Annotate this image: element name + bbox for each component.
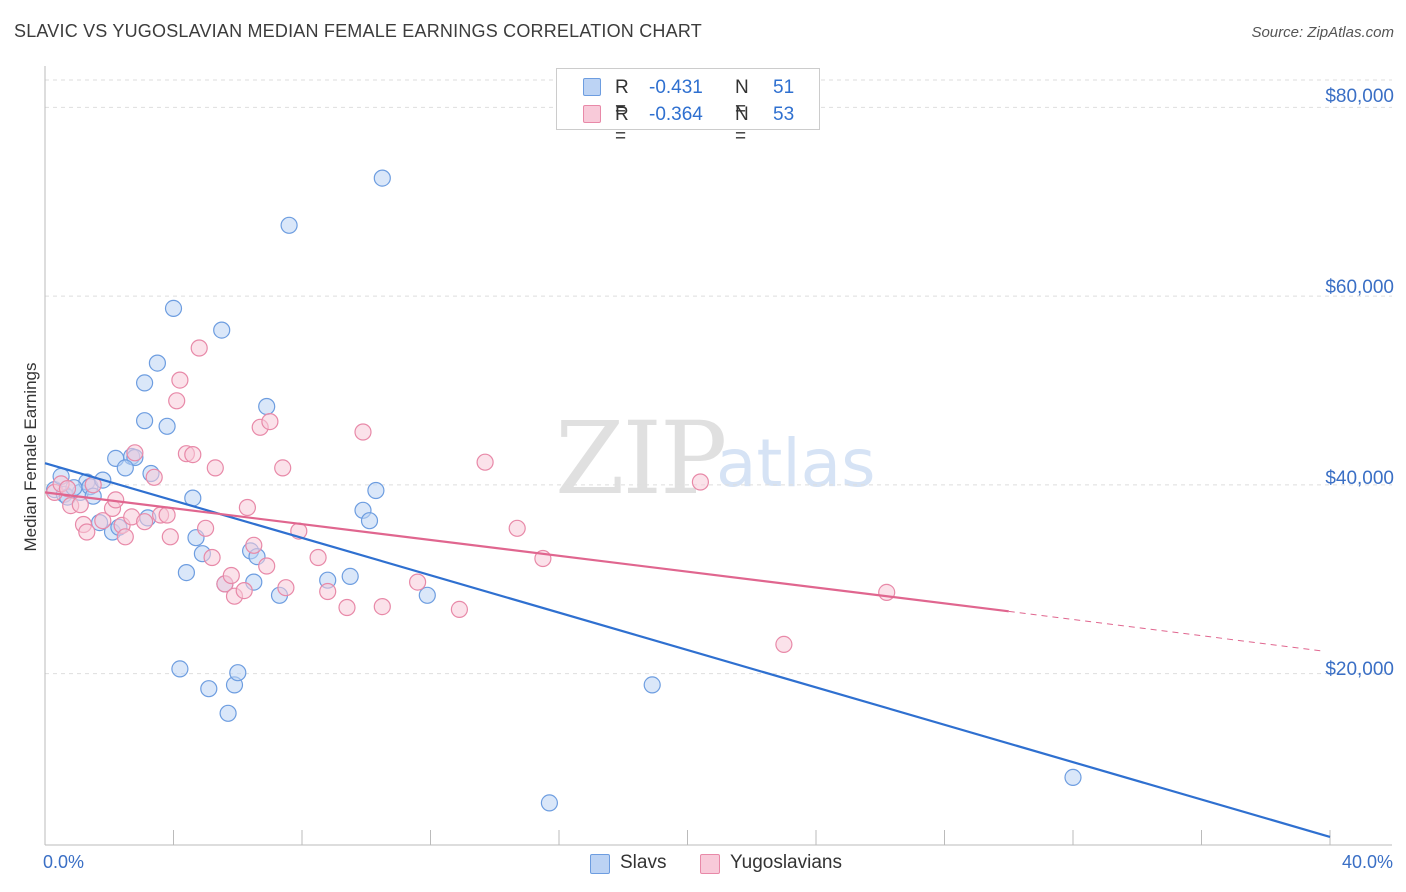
point-slavs-34: [258, 397, 276, 416]
point-yugoslavians-29: [222, 566, 240, 585]
point-yugoslavians-20: [168, 392, 186, 410]
point-slavs-19: [164, 299, 183, 317]
legend-label-slavs: Slavs: [620, 852, 667, 873]
point-yugoslavians-51: [775, 635, 793, 654]
y-tick-label-60000: $60,000: [1325, 277, 1394, 298]
point-yugoslavians-42: [338, 598, 356, 617]
point-yugoslavians-27: [206, 459, 224, 477]
y-axis-label: Median Female Earnings: [21, 362, 40, 552]
point-slavs-46: [1064, 768, 1082, 787]
trend-lines: [44, 462, 1331, 838]
point-slavs-38: [341, 567, 359, 586]
y-tick-label-40000: $40,000: [1325, 468, 1394, 489]
x-tick-label-max: 40.0%: [1341, 852, 1393, 872]
point-slavs-44: [540, 794, 559, 812]
point-slavs-25: [200, 680, 218, 698]
r-value: -0.431: [649, 77, 703, 98]
point-yugoslavians-44: [373, 597, 391, 616]
point-slavs-43: [418, 586, 436, 604]
point-yugoslavians-46: [450, 600, 468, 619]
point-yugoslavians-50: [691, 473, 710, 491]
point-yugoslavians-38: [277, 579, 295, 597]
point-slavs-20: [171, 660, 189, 678]
point-yugoslavians-47: [476, 453, 494, 471]
n-label: N =: [735, 77, 749, 120]
point-slavs-30: [229, 664, 247, 682]
point-yugoslavians-43: [354, 423, 372, 441]
point-slavs-41: [367, 481, 385, 500]
point-slavs-40: [360, 512, 379, 530]
n-value: 51: [773, 77, 795, 98]
point-yugoslavians-41: [319, 582, 337, 601]
point-yugoslavians-15: [136, 513, 154, 531]
point-yugoslavians-4: [71, 496, 89, 514]
point-slavs-36: [280, 216, 298, 234]
point-slavs-45: [643, 676, 661, 694]
legend-label-yugoslavians: Yugoslavians: [730, 852, 842, 873]
point-yugoslavians-2: [58, 480, 77, 498]
point-yugoslavians-21: [171, 371, 189, 389]
point-slavs-14: [136, 374, 154, 392]
point-yugoslavians-35: [258, 557, 276, 575]
point-slavs-42: [373, 169, 391, 187]
point-yugoslavians-48: [508, 519, 526, 537]
point-yugoslavians-32: [238, 498, 256, 517]
point-yugoslavians-8: [94, 512, 112, 530]
stats-legend: R = -0.431 N = 51 R = -0.364 N = 53: [556, 68, 820, 147]
point-yugoslavians-24: [190, 339, 208, 357]
point-slavs-26: [213, 321, 231, 339]
slavs-swatch: [583, 78, 601, 96]
point-yugoslavians-31: [235, 581, 253, 600]
trend-line-yugoslavians-extension: [1008, 610, 1323, 652]
point-yugoslavians-37: [274, 459, 292, 477]
watermark-zip: ZIP: [555, 400, 727, 517]
point-slavs-15: [136, 412, 154, 430]
watermark-atlas: atlas: [716, 425, 876, 502]
chart-title: SLAVIC VS YUGOSLAVIAN MEDIAN FEMALE EARN…: [14, 21, 702, 41]
point-yugoslavians-40: [309, 548, 327, 567]
n-value: 53: [773, 104, 795, 125]
trend-line-slavs: [44, 462, 1331, 838]
x-tick-label-min: 0.0%: [43, 852, 85, 872]
point-yugoslavians-12: [116, 528, 134, 546]
point-slavs-28: [219, 704, 237, 722]
point-yugoslavians-25: [197, 519, 215, 537]
point-yugoslavians-36: [261, 413, 279, 431]
source-label: Source: ZipAtlas.com: [1251, 24, 1394, 41]
y-tick-label-20000: $20,000: [1325, 659, 1394, 680]
n-label: N =: [735, 104, 749, 147]
yugoslavians-legend-swatch: [700, 854, 720, 874]
y-tick-label-80000: $80,000: [1325, 86, 1394, 107]
point-slavs-49: [116, 459, 134, 477]
data-points: [45, 169, 1082, 812]
trend-line-yugoslavians: [44, 491, 1009, 613]
slavs-legend-swatch: [590, 854, 610, 874]
point-slavs-17: [148, 354, 166, 372]
point-yugoslavians-6: [78, 523, 96, 541]
point-yugoslavians-16: [145, 468, 163, 486]
point-yugoslavians-18: [158, 506, 176, 524]
point-yugoslavians-45: [409, 573, 427, 591]
yugoslavians-swatch: [583, 105, 601, 123]
r-label: R =: [615, 77, 629, 120]
point-yugoslavians-19: [161, 528, 179, 546]
point-yugoslavians-14: [126, 444, 144, 462]
point-yugoslavians-26: [203, 548, 221, 567]
r-label: R =: [615, 104, 629, 147]
point-slavs-18: [158, 417, 176, 435]
point-slavs-21: [177, 563, 195, 582]
point-yugoslavians-23: [184, 446, 202, 464]
point-yugoslavians-33: [245, 536, 263, 554]
axes: [44, 66, 1392, 846]
r-value: -0.364: [649, 104, 703, 125]
